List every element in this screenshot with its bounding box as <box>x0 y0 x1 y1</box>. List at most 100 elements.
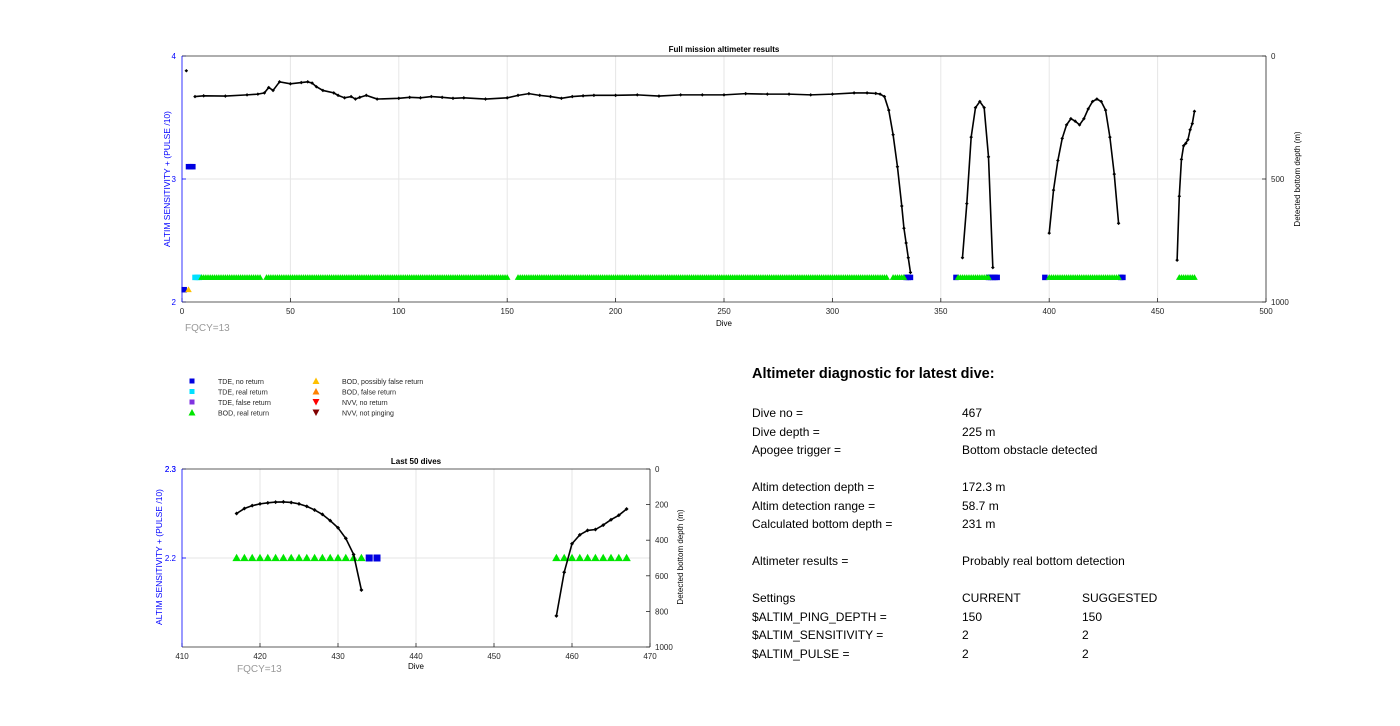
bottom-depth-point <box>353 97 358 101</box>
marker-triangle <box>583 553 592 562</box>
marker-triangle <box>567 553 577 562</box>
legend-marker <box>188 409 196 416</box>
y-right-tick-label: 1000 <box>655 643 673 652</box>
x-tick-label: 50 <box>286 307 295 316</box>
bottom-depth-point <box>722 93 726 97</box>
marker-triangle <box>599 553 608 562</box>
y-right-tick-label: 200 <box>655 501 669 510</box>
y-left-tick-label: 2.3 <box>165 465 177 474</box>
bottom-depth-point <box>343 536 348 541</box>
legend-label: TDE, false return <box>218 400 271 407</box>
bottom-depth-point <box>1177 194 1182 199</box>
bottom-depth-point <box>527 91 531 96</box>
bottom-depth-point <box>320 512 325 517</box>
altimeter-diagnostic-panel: Altimeter diagnostic for latest dive: Di… <box>752 366 1372 665</box>
bottom-depth-point <box>256 92 260 96</box>
bottom-depth-point <box>418 96 423 100</box>
settings-header-row: Settings CURRENT SUGGESTED <box>752 591 1372 610</box>
marker-triangle <box>606 553 616 562</box>
bottom-depth-point <box>1181 143 1186 148</box>
bottom-depth-point <box>1179 157 1184 162</box>
y-right-tick-label: 1000 <box>1271 298 1289 307</box>
ping-depth-current: 150 <box>962 609 983 624</box>
bottom-depth-point <box>1103 108 1108 112</box>
detection-range-label: Altim detection range = <box>752 498 876 513</box>
y-right-tick-label: 400 <box>655 536 669 545</box>
bottom-depth-point <box>973 105 978 110</box>
bottom-depth-point <box>1073 119 1078 123</box>
bottom-depth-point <box>678 93 683 97</box>
marker-triangle <box>560 553 569 562</box>
bottom-depth-point <box>548 94 553 99</box>
marker-square <box>994 274 1000 281</box>
y-right-tick-label: 0 <box>655 465 660 474</box>
bottom-depth-point <box>865 91 869 95</box>
bottom-depth-point <box>585 528 590 533</box>
bottom-depth-point <box>289 500 294 505</box>
y-right-tick-label: 0 <box>1271 52 1276 61</box>
bottom-depth-point <box>592 93 596 98</box>
dive-depth-value: 225 m <box>962 424 996 439</box>
legend-marker <box>312 399 320 406</box>
x-tick-label: 440 <box>409 652 423 661</box>
legend-marker <box>312 388 320 395</box>
bottom-depth-point <box>886 108 891 112</box>
bottom-depth-point <box>808 93 813 97</box>
x-tick-label: 0 <box>180 307 185 316</box>
bottom-depth-point <box>908 270 913 275</box>
y-right-tick-label: 800 <box>655 607 669 616</box>
bottom-depth-line <box>1176 111 1196 261</box>
bottom-depth-point <box>262 91 267 95</box>
bottom-depth-point <box>297 501 301 506</box>
marker-triangle <box>357 553 366 562</box>
bottom-depth-point <box>581 94 585 98</box>
bottom-depth-point <box>299 80 304 85</box>
legend-label: BOD, real return <box>218 410 269 417</box>
bottom-depth-point <box>978 99 982 104</box>
x-tick-label: 400 <box>1043 307 1057 316</box>
marker-triangle <box>240 553 249 562</box>
x-tick-label: 450 <box>487 652 501 661</box>
bottom-depth-point <box>516 93 520 98</box>
marker-triangle <box>1115 274 1122 280</box>
bottom-depth-point <box>265 500 270 505</box>
bottom-depth-point <box>407 95 412 100</box>
marker-triangle <box>985 274 992 280</box>
detection-range-row: Altim detection range = 58.7 m <box>752 499 1372 518</box>
x-tick-label: 430 <box>331 652 345 661</box>
marker-triangle <box>552 553 561 562</box>
bottom-depth-point <box>593 527 598 532</box>
bottom-depth-point <box>184 68 189 73</box>
bottom-depth-point <box>440 95 444 100</box>
bottom-depth-point <box>242 506 247 511</box>
bottom-depth-point <box>743 91 748 96</box>
bottom-depth-point <box>271 88 275 93</box>
marker-square <box>196 274 203 281</box>
bottom-depth-point <box>281 499 286 504</box>
x-tick-label: 100 <box>392 307 406 316</box>
marker-triangle <box>263 553 272 562</box>
marker-triangle <box>255 553 265 562</box>
detection-depth-row: Altim detection depth = 172.3 m <box>752 480 1372 499</box>
ping-depth-label: $ALTIM_PING_DEPTH = <box>752 609 887 624</box>
sensitivity-suggested: 2 <box>1082 628 1089 642</box>
bottom-depth-point <box>357 95 362 100</box>
bottom-depth-point <box>1099 99 1104 104</box>
bottom-depth-point <box>305 80 310 84</box>
y-right-tick-label: 500 <box>1271 175 1285 184</box>
left-y-axis-label: ALTIM SENSITIVITY + (PULSE /10) <box>162 111 172 247</box>
marker-triangle <box>271 553 280 562</box>
right-y-axis-label: Detected bottom depth (m) <box>1293 131 1302 226</box>
legend-label: BOD, false return <box>342 389 396 396</box>
bottom-depth-point <box>899 204 904 208</box>
marker-square <box>181 286 187 293</box>
bottom-depth-point <box>616 513 621 518</box>
legend-label: NVV, not pinging <box>342 410 394 417</box>
marker-square <box>907 274 914 281</box>
bottom-depth-point <box>1190 121 1195 126</box>
results-value: Probably real bottom detection <box>962 554 1125 568</box>
bottom-depth-point <box>328 518 333 523</box>
x-axis-label: Dive <box>716 319 733 328</box>
bottom-depth-point <box>1077 123 1082 127</box>
bottom-depth-point <box>1188 128 1192 132</box>
